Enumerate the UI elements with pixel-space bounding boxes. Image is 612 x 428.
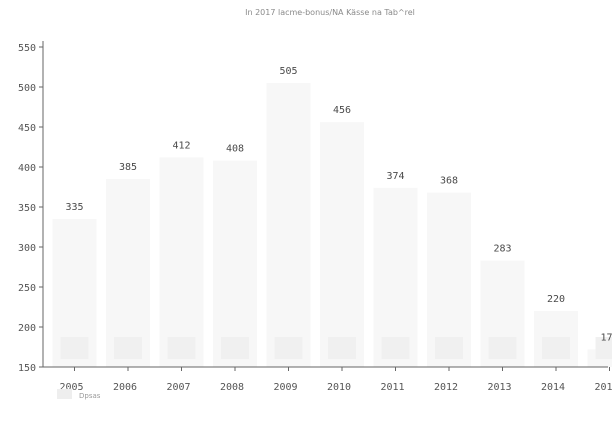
y-tick-label: 450 [18,123,36,134]
bar-detail-2009 [274,337,303,359]
bar-detail-2013 [488,337,517,359]
bar-detail-2015 [595,337,612,359]
x-tick-label: 2013 [487,382,511,393]
bar-detail-2008 [221,337,249,359]
x-tick-label: 2011 [380,382,404,393]
y-tick-label: 400 [18,163,36,174]
x-tick-label: 2008 [220,382,244,393]
data-label-2010: 456 [333,105,351,116]
y-tick-label: 350 [18,203,36,214]
y-axis: 150 200 250 300 350 400 450 500 550 [18,41,44,374]
y-tick-label: 250 [18,283,36,294]
x-tick-label: 2007 [166,382,190,393]
bar-2010[interactable] [320,122,364,367]
x-tick-label: 2010 [327,382,351,393]
x-tick-label: 2015 [594,382,612,393]
bar-detail-2010 [328,337,356,359]
data-label-2013: 283 [493,244,511,255]
bar-detail-2005 [60,337,89,359]
bar-2006[interactable] [106,179,150,367]
data-labels-layer: 335 385 412 408 505 456 374 368 283 220 172 [65,66,612,343]
y-tick-label: 150 [18,363,36,374]
legend[interactable]: Dpsas [57,389,101,400]
bars-layer [52,83,612,367]
y-tick-label: 550 [18,43,36,54]
data-label-2012: 368 [440,176,458,187]
x-tick-label: 2012 [434,382,458,393]
bar-2009[interactable] [266,83,311,367]
x-tick-label: 2009 [273,382,297,393]
data-label-2006: 385 [119,162,137,173]
legend-swatch [57,389,72,399]
data-label-2005: 335 [65,202,83,213]
y-tick-label: 200 [18,323,36,334]
chart-title: In 2017 lacme-bonus/NA Kässe na Tab^rel [245,8,415,17]
legend-label: Dpsas [79,392,101,400]
x-tick-label: 2006 [113,382,137,393]
y-tick-label: 500 [18,83,36,94]
x-tick-label: 2005 [59,382,83,393]
data-label-2007: 412 [172,140,190,151]
bar-2007[interactable] [159,157,204,367]
y-tick-label: 300 [18,243,36,254]
bar-detail-2011 [381,337,410,359]
data-label-2008: 408 [226,144,244,155]
bar-detail-2012 [435,337,463,359]
data-label-2014: 220 [547,294,565,305]
bar-2008[interactable] [213,160,257,367]
data-label-2009: 505 [279,66,297,77]
x-axis: 2005 2006 2007 2008 2009 2010 2011 2012 2013 2014… [43,366,612,393]
bar-detail-2006 [114,337,142,359]
bar-detail-2007 [167,337,196,359]
data-label-2015: 172 [600,332,612,343]
data-label-2011: 374 [386,171,404,182]
x-tick-label: 2014 [541,382,565,393]
bar-detail-2014 [542,337,570,359]
